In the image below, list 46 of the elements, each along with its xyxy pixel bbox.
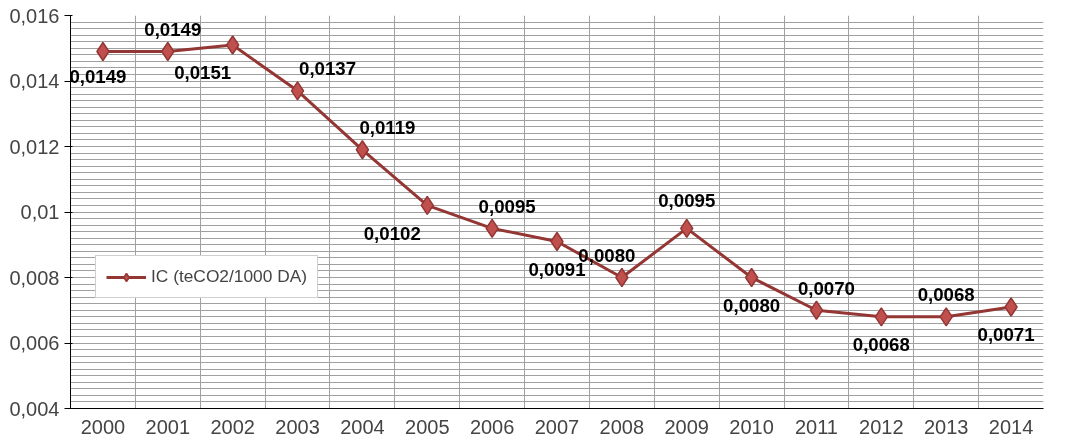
x-tick-label: 2000 — [80, 415, 126, 438]
x-tick-label: 2013 — [923, 415, 969, 438]
data-label: 0,0149 — [69, 66, 127, 88]
y-tick-label: 0,01 — [20, 201, 60, 223]
point — [420, 195, 435, 216]
x-tick-label: 2007 — [534, 415, 580, 438]
x-tick-label: 2002 — [210, 415, 255, 438]
point — [1004, 297, 1018, 317]
legend-label: IC (teCO2/1000 DA) — [151, 266, 308, 287]
y-tick-label: 0,004 — [9, 397, 60, 420]
data-label: 0,0137 — [299, 58, 357, 80]
x-tick-label: 2009 — [664, 415, 709, 438]
x-tick-label: 2011 — [794, 415, 838, 438]
data-label: 0,0095 — [658, 189, 716, 211]
x-tick-label: 2010 — [729, 415, 774, 438]
data-label: 0,0068 — [917, 284, 975, 306]
data-label: 0,0071 — [977, 324, 1035, 346]
data-label: 0,0102 — [363, 222, 421, 244]
x-tick-label: 2004 — [340, 415, 385, 438]
data-label: 0,0070 — [797, 277, 855, 299]
x-tick-label: 2003 — [275, 415, 320, 438]
data-label: 0,0095 — [478, 195, 536, 217]
x-tick-label: 2005 — [405, 415, 450, 438]
x-tick-label: 2008 — [599, 415, 645, 438]
point — [679, 218, 694, 239]
point — [809, 300, 824, 320]
point — [939, 307, 953, 327]
point — [225, 35, 240, 55]
data-label: 0,0068 — [852, 334, 910, 356]
point — [744, 267, 759, 288]
x-tick-label: 2006 — [469, 415, 515, 438]
data-label: 0,0149 — [144, 19, 202, 41]
data-label: 0,0151 — [174, 62, 232, 84]
point — [874, 307, 889, 327]
data-label: 0,0119 — [359, 117, 416, 139]
y-tick-label: 0,006 — [9, 332, 60, 354]
x-tick-label: 2014 — [988, 415, 1034, 438]
y-tick-label: 0,012 — [9, 135, 60, 158]
x-tick-label: 2001 — [145, 415, 191, 438]
x-tick-label: 2012 — [859, 415, 904, 438]
point — [355, 140, 370, 160]
data-label: 0,0080 — [723, 295, 781, 316]
y-tick-label: 0,014 — [9, 70, 60, 92]
point — [290, 81, 305, 101]
y-tick-label: 0,008 — [9, 266, 60, 289]
y-tick-label: 0,016 — [9, 4, 60, 27]
